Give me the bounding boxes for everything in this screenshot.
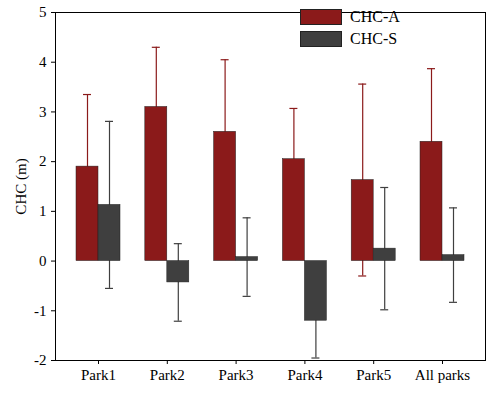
svg-text:Park2: Park2 — [150, 367, 185, 383]
svg-text:-2: -2 — [34, 352, 47, 368]
svg-text:Park1: Park1 — [81, 367, 116, 383]
svg-text:5: 5 — [39, 4, 47, 20]
svg-text:-1: -1 — [34, 303, 47, 319]
svg-text:3: 3 — [39, 104, 47, 120]
svg-text:0: 0 — [39, 253, 47, 269]
html-text:CHC-S: CHC-S — [350, 30, 398, 47]
svg-text:Park3: Park3 — [219, 367, 254, 383]
svg-text:All parks: All parks — [415, 367, 471, 383]
svg-text:1: 1 — [39, 203, 47, 219]
svg-text:2: 2 — [39, 153, 47, 169]
svg-text:4: 4 — [39, 54, 47, 70]
svg-text:Park4: Park4 — [287, 367, 322, 383]
html-text:CHC-A: CHC-A — [350, 8, 400, 25]
svg-text:Park5: Park5 — [356, 367, 391, 383]
svg-text:CHC (m): CHC (m) — [13, 158, 30, 214]
